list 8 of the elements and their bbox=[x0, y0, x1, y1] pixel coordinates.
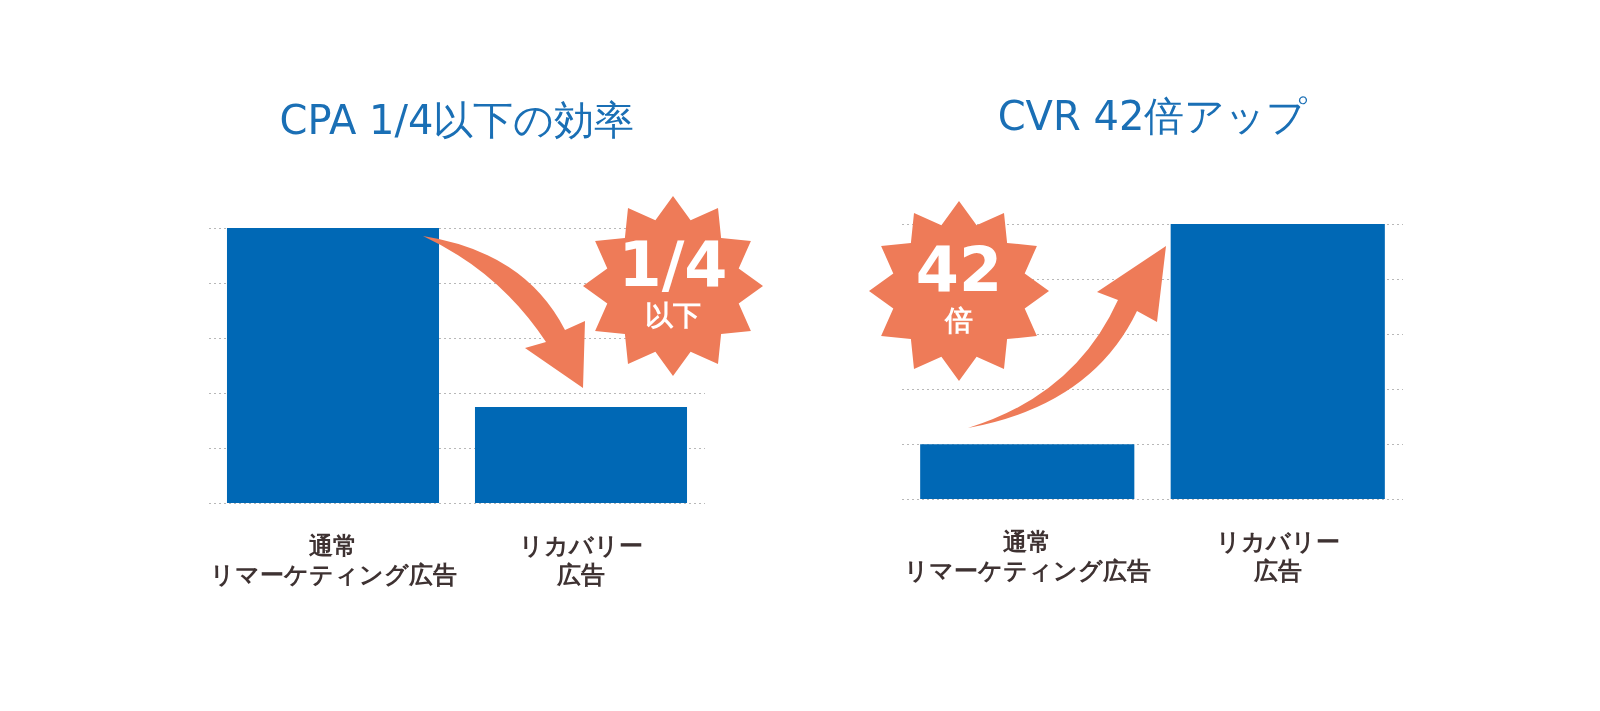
x-tick-label: リカバリー広告 bbox=[519, 532, 643, 589]
chart-title: CVR 42倍アップ bbox=[997, 93, 1309, 140]
x-tick-label: 通常リマーケティング広告 bbox=[209, 532, 457, 589]
annotation: 1/4 以下 bbox=[617, 228, 729, 332]
x-tick-label: リカバリー広告 bbox=[1215, 528, 1340, 585]
x-tick-label: 通常リマーケティング広告 bbox=[903, 528, 1151, 585]
chart-title: CPA 1/4以下の効率 bbox=[279, 97, 635, 144]
annotation: 42 倍 bbox=[914, 233, 1004, 337]
